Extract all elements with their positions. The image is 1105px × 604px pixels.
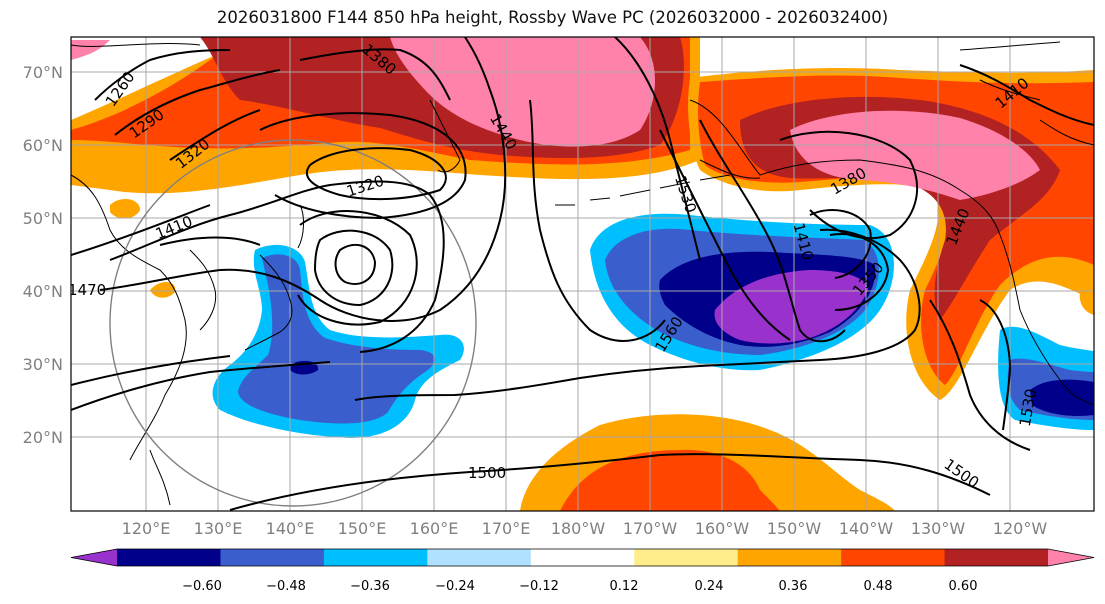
colorbar	[70, 548, 1095, 567]
map-plot-area: 1260 1290 1320 1320 1380 1440 1530 1410 …	[68, 37, 1094, 511]
coast-philippines	[149, 449, 171, 506]
contour-low-ring2	[313, 229, 394, 307]
positive-anomaly-shading	[71, 37, 1094, 511]
lon-label: 150°E	[338, 519, 387, 538]
colorbar-swatch	[634, 549, 739, 566]
lon-label: 140°W	[839, 519, 894, 538]
contour-1380	[299, 48, 451, 101]
colorbar-swatch	[427, 549, 532, 566]
coast-na-west	[999, 234, 1094, 406]
contour-1560	[529, 99, 666, 342]
contour-trough-1440	[659, 129, 791, 341]
lon-axis: 120°E 130°E 140°E 150°E 160°E 170°E 180°…	[122, 519, 1048, 538]
coast-aleutians	[555, 174, 731, 206]
colorbar-tick-label: 0.24	[695, 579, 724, 594]
lat-label: 30°N	[23, 355, 63, 374]
colorbar-tick-label: −0.36	[350, 579, 390, 594]
lat-label: 40°N	[23, 282, 63, 301]
colorbar-tick-label: 0.36	[779, 579, 808, 594]
negative-anomaly-shading	[212, 213, 1094, 438]
colorbar-tick-label: −0.60	[182, 579, 222, 594]
colorbar-tick-label: −0.48	[266, 579, 306, 594]
graticule	[71, 37, 1094, 511]
colorbar-swatch	[737, 549, 842, 566]
colorbar-outline	[70, 548, 1095, 567]
contour-1260	[94, 49, 231, 101]
lon-label: 170°E	[482, 519, 531, 538]
contour-1500-south	[229, 453, 991, 511]
shading-pink-west	[71, 40, 110, 60]
contour-1470	[99, 37, 507, 322]
map-title: 2026031800 F144 850 hPa height, Rossby W…	[216, 8, 889, 27]
colorbar-tick-label: 0.60	[949, 579, 978, 594]
lon-label: 160°W	[695, 519, 750, 538]
contour-1410	[109, 180, 445, 353]
colorbar-swatch	[323, 549, 428, 566]
colorbar-swatch	[944, 549, 1049, 566]
coast-arctic	[959, 41, 1094, 146]
contour-cutoff-low	[334, 243, 377, 285]
shading-pink	[390, 37, 655, 147]
lon-label: 120°E	[122, 519, 171, 538]
lat-label: 60°N	[23, 136, 63, 155]
colorbar-tick-label: 0.12	[610, 579, 639, 594]
contour-1320-low	[305, 147, 447, 201]
lat-axis: 70°N 60°N 50°N 40°N 30°N 20°N	[23, 63, 63, 447]
contour-label: 1470	[68, 281, 106, 299]
contour-label: 1500	[468, 464, 506, 482]
contour-trough-1410	[699, 119, 846, 343]
contour-low-ring3	[297, 210, 418, 326]
lon-label: 120°W	[993, 519, 1048, 538]
contour-ridge	[614, 37, 701, 261]
lon-label: 170°W	[623, 519, 678, 538]
colorbar-tick-label: −0.24	[435, 579, 475, 594]
contour-1440	[71, 204, 261, 256]
lat-label: 50°N	[23, 209, 63, 228]
colorbar-ticks: −0.60 −0.48 −0.36 −0.24 −0.12 0.12 0.24 …	[182, 579, 977, 594]
lon-label: 160°E	[410, 519, 459, 538]
colorbar-swatch	[530, 549, 635, 566]
height-contours	[71, 37, 1094, 511]
contour-1350	[259, 112, 467, 220]
contour-1290	[114, 69, 281, 136]
colorbar-extend-min	[71, 549, 117, 566]
contour-1320-a	[169, 109, 261, 161]
lon-label: 130°W	[911, 519, 966, 538]
lon-label: 140°E	[266, 519, 315, 538]
contour-1530	[71, 228, 921, 401]
map-frame	[70, 36, 1095, 512]
contour-1500-west	[71, 361, 331, 411]
coast-japan	[244, 204, 304, 351]
coast-asia	[71, 43, 217, 461]
range-circle	[109, 139, 477, 507]
contour-east-1530	[979, 299, 1012, 431]
lat-label: 70°N	[23, 63, 63, 82]
colorbar-extend-max	[1048, 549, 1094, 566]
colorbar-swatch	[220, 549, 325, 566]
colorbar-swatch	[117, 549, 221, 566]
contour-alaska-low2	[809, 209, 872, 279]
colorbar-tick-label: −0.12	[519, 579, 559, 594]
lon-label: 150°W	[767, 519, 822, 538]
contour-north-1410	[959, 64, 1094, 126]
shading-orange-westcoast	[1079, 278, 1094, 315]
colorbar-tick-label: 0.48	[864, 579, 893, 594]
colorbar-swatch	[841, 549, 946, 566]
shading-small-west	[110, 198, 140, 219]
lon-label: 130°E	[194, 519, 243, 538]
shading-redorange-subtropics	[560, 449, 780, 511]
contour-east-1350	[829, 233, 890, 311]
lat-label: 20°N	[23, 428, 63, 447]
contour-east-1500	[929, 299, 1031, 451]
shading-purple-central	[714, 270, 868, 344]
coastlines	[71, 41, 1094, 506]
shading-navy-east	[1030, 379, 1094, 416]
lon-label: 180°W	[551, 519, 606, 538]
shading-blue-west	[238, 254, 436, 424]
shading-small-west2	[150, 281, 176, 298]
